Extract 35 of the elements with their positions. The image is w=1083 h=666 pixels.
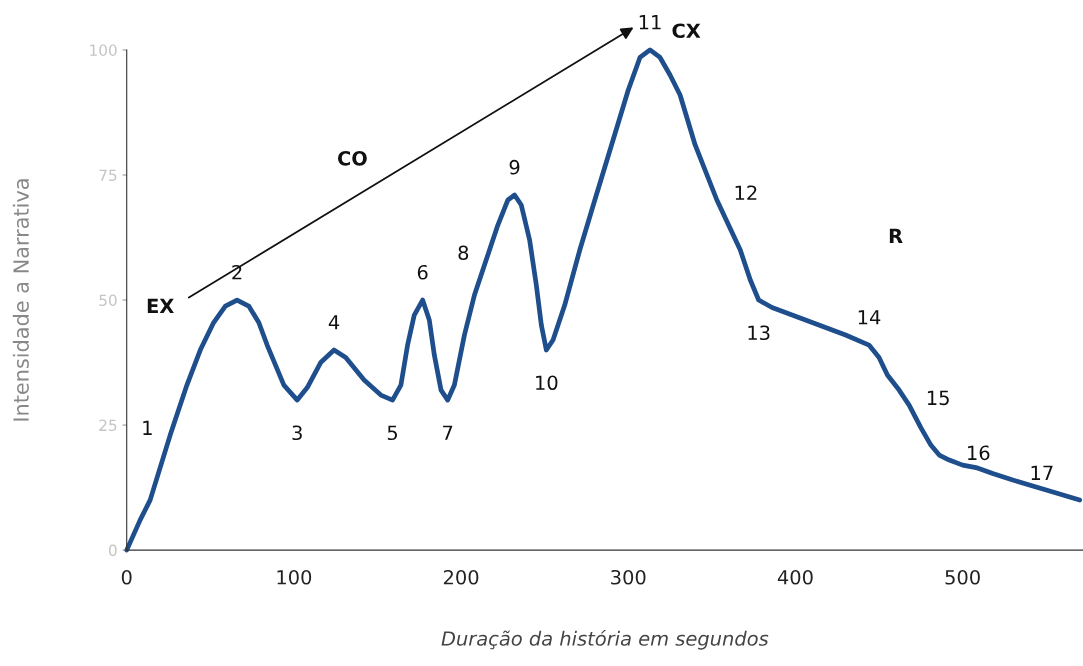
annotation: 14 <box>858 310 881 325</box>
annotation: 4 <box>328 315 340 330</box>
annotation: 8 <box>458 245 469 261</box>
text: CX <box>672 23 701 39</box>
annotation: R <box>889 228 903 243</box>
x-tick-label: 400 <box>777 569 813 585</box>
annotation: 15 <box>927 390 949 406</box>
x-axis-title: Duração da história em segundos <box>441 630 769 650</box>
annotation: 9 <box>509 159 520 175</box>
annotation: 6 <box>417 264 428 280</box>
annotation: EX <box>147 298 174 313</box>
y-tick-label: 25 <box>99 419 117 432</box>
x-tick-label: 200 <box>443 569 479 585</box>
annotation: 5 <box>387 425 398 441</box>
line-series <box>124 47 1083 553</box>
annotation: 10 <box>536 375 558 391</box>
annotation: CO <box>337 150 367 166</box>
y-axis-title: Intensidade a Narrativa <box>12 179 29 421</box>
annotation: 3 <box>292 425 302 441</box>
y-tick-label: 50 <box>99 294 117 307</box>
y-tick-label: 75 <box>99 169 117 182</box>
x-tick-label: 300 <box>611 569 646 585</box>
annotation: 7 <box>443 425 453 440</box>
annotation: 16 <box>968 445 990 461</box>
x-tick-label: 100 <box>277 569 312 585</box>
annotation: 2 <box>232 264 242 280</box>
y-tick-label: 0 <box>108 544 117 557</box>
annotation: 11 <box>639 15 661 30</box>
annotation: 13 <box>748 325 770 341</box>
annotation: 17 <box>1031 465 1053 480</box>
annotation: 1 <box>143 420 152 435</box>
annotation: 12 <box>735 185 757 200</box>
x-tick-label: 500 <box>945 569 980 585</box>
x-tick-label: 0 <box>121 569 132 585</box>
y-tick-label: 100 <box>90 44 117 56</box>
